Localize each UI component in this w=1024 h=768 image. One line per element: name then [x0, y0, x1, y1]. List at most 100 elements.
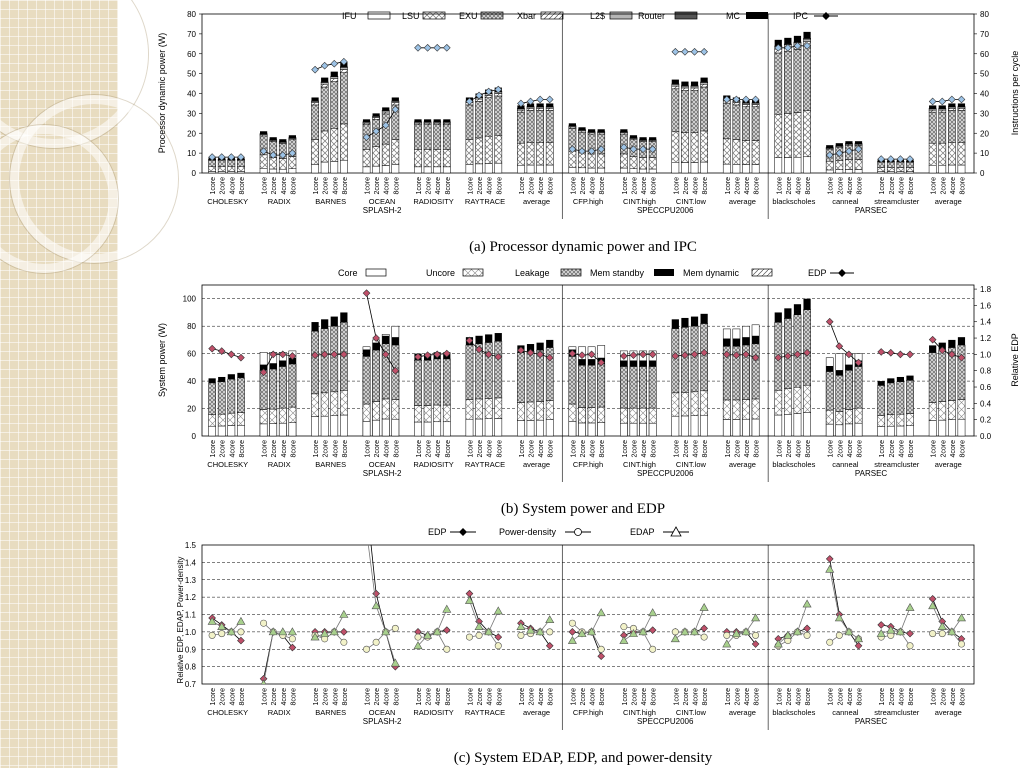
chart-a-ipc-marker	[330, 59, 339, 68]
chart-b-bar-core	[620, 422, 628, 437]
chart-b-bar-uncore	[896, 413, 905, 427]
chart-a-ytick-label: 0	[192, 169, 197, 178]
chart-c-xtick-label: 1core	[879, 688, 886, 706]
chart-b-bar-leakage	[278, 366, 287, 409]
chart-a-bar-mc	[793, 35, 802, 43]
chart-a-ipc-marker	[597, 145, 606, 153]
chart-a-bar-exu	[877, 161, 886, 168]
chart-c-edp-marker	[597, 652, 606, 661]
chart-b-xtick-label: 8core	[651, 440, 658, 458]
chart-b-bar-uncore	[311, 393, 319, 417]
chart-c-density-marker	[288, 635, 296, 643]
chart-a-bar-lsu	[587, 153, 596, 169]
chart-a-bar-exu	[938, 111, 947, 144]
chart-c-ytick-label: 1.4	[185, 558, 197, 567]
chart-a-ipc-line	[778, 45, 808, 49]
legend-c-edap-label: EDAP	[630, 527, 655, 537]
chart-c-edap-marker	[844, 627, 854, 636]
chart-a-bar-xbar	[517, 109, 525, 113]
chart-c-edp-line	[726, 631, 756, 645]
chart-b-xtick-label: 2core	[580, 440, 587, 458]
chart-b-bar-leakage	[362, 356, 371, 405]
chart-a-ipc-line	[469, 89, 499, 102]
chart-b-bar-uncore	[269, 408, 278, 424]
chart-b-bar-uncore	[620, 407, 628, 424]
chart-a-bar-mc	[620, 129, 628, 132]
chart-b-bar-core	[320, 415, 329, 437]
chart-b-bar-leakage	[237, 377, 245, 413]
chart-c-xtick-label: 1core	[416, 688, 423, 706]
chart-a-bar-xbar	[372, 117, 380, 120]
chart-a-bar-mc	[260, 131, 268, 134]
chart-c-xtick-label: 1core	[931, 688, 938, 706]
chart-b-bar-leakage	[877, 385, 886, 416]
legend-a-xbar-swatch	[540, 11, 564, 20]
legend-b-memstandby-swatch	[654, 269, 674, 276]
chart-b-bar-leakage	[835, 375, 844, 412]
chart-c-xtick-label: 4core	[487, 688, 494, 706]
chart-a-ipc-marker	[803, 41, 811, 50]
legend-a-router-label: Router	[638, 11, 665, 21]
chart-a-bar-lsu	[597, 153, 606, 169]
chart-c-edap-marker	[432, 627, 442, 636]
chart-c-density-marker	[414, 633, 422, 641]
chart-c-ytick-label: 1.0	[185, 628, 197, 637]
chart-b-edp-line	[417, 353, 447, 358]
chart-c-edp-line	[623, 629, 653, 636]
chart-c-edap-marker	[638, 627, 648, 636]
chart-b-bar-core	[278, 422, 287, 437]
chart-b-edp-marker	[278, 350, 287, 359]
chart-a-ipc-marker	[774, 43, 783, 52]
chart-c-density-marker	[752, 631, 760, 639]
chart-c-edap-marker	[886, 625, 896, 634]
chart-b-edp-line	[726, 353, 756, 359]
chart-a-y2tick-label: 40	[980, 90, 989, 99]
chart-a-bar-exu	[320, 86, 329, 132]
chart-b-bar-uncore	[517, 402, 525, 421]
legend-b-memdynamic-swatch	[751, 268, 773, 277]
chart-a-bar-ifu	[362, 166, 371, 174]
chart-a-group-label: canneal	[832, 197, 859, 206]
chart-a-xtick-label: 8core	[445, 177, 452, 195]
chart-a-bar-mc	[854, 141, 863, 144]
chart-a-bar-router	[681, 85, 689, 87]
chart-c-edap-marker	[854, 634, 864, 643]
chart-b-bar-leakage	[227, 378, 236, 414]
chart-a-bar-xbar	[475, 98, 483, 102]
chart-c-edap-marker	[722, 639, 732, 648]
chart-b-bar-uncore	[671, 392, 680, 417]
chart-a-xtick-label: 4core	[435, 177, 442, 195]
chart-b-bar-core	[465, 418, 474, 437]
chart-b-bar-uncore	[751, 398, 760, 420]
chart-b-edp-marker	[484, 350, 493, 359]
chart-c-edap-marker	[619, 635, 629, 644]
chart-b-bar-mem	[752, 335, 760, 344]
chart-a-ipc-marker	[259, 147, 268, 155]
chart-a-bar-ifu	[526, 164, 535, 174]
chart-a-xtick-label: 8core	[599, 177, 606, 195]
chart-b-xtick-label: 2core	[631, 440, 638, 458]
chart-c-edap-marker	[236, 616, 246, 625]
chart-c-xtick-label: 2core	[323, 688, 330, 706]
legend-b-memdynamic-label: Mem dynamic	[683, 268, 740, 278]
chart-a-xtick-label: 8core	[908, 177, 915, 195]
chart-b-edp-marker	[362, 289, 371, 297]
chart-b-bar-core	[340, 414, 348, 437]
chart-a-xtick-label: 4core	[229, 177, 236, 195]
chart-b-bar-leakage	[433, 358, 442, 406]
legend-a-l2-swatch	[609, 11, 633, 20]
chart-c-xtick-label: 4core	[950, 688, 957, 706]
chart-c-xtick-label: 4core	[795, 688, 802, 706]
chart-c-edp-marker	[803, 624, 811, 633]
chart-c-density-marker	[597, 645, 605, 653]
chart-a-bar-lsu	[330, 128, 339, 162]
chart-c-edap-marker	[731, 629, 741, 637]
chart-c-edap-marker	[690, 627, 700, 636]
chart-b-xtick-label: 2core	[323, 440, 330, 458]
chart-a-xtick-label: 2core	[889, 177, 896, 195]
chart-b-bar-mem	[774, 312, 782, 323]
chart-a-xtick-label: 8core	[342, 177, 349, 195]
chart-a-bar-ifu	[774, 157, 783, 174]
chart-b-bar-leakage	[465, 344, 474, 400]
chart-a-bar-mc	[835, 143, 843, 146]
